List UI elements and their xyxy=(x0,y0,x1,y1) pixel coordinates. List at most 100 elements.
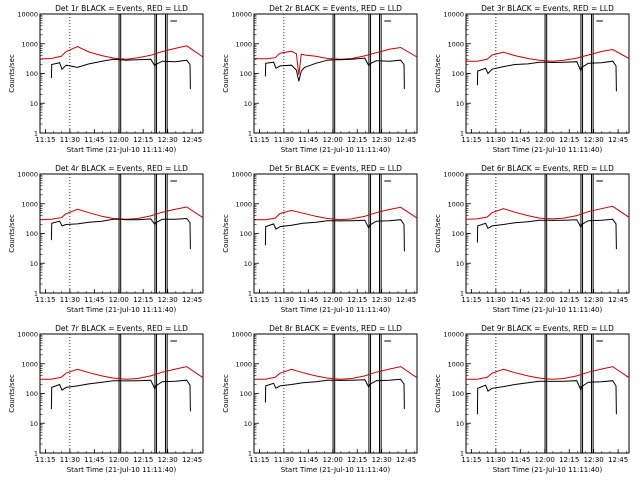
x-tick-label: 12:15 xyxy=(559,296,579,304)
x-tick-label: 12:30 xyxy=(584,136,604,144)
y-tick-label: 10000 xyxy=(17,331,38,339)
y-tick-label: 100 xyxy=(26,70,38,78)
panel-1: Det 1r BLACK = Events, RED = LLD 1 10 100 10… xyxy=(8,4,204,154)
x-tick-label: 11:15 xyxy=(35,456,55,464)
panel-title: Det 2r BLACK = Events, RED = LLD xyxy=(269,4,402,13)
y-tick-label: 100 xyxy=(452,390,464,398)
x-tick-label: 12:00 xyxy=(535,456,555,464)
y-tick-label: 1000 xyxy=(235,360,252,368)
y-axis-label: Counts/sec xyxy=(8,214,16,253)
x-tick-label: 12:45 xyxy=(396,456,416,464)
y-axis-label: Counts/sec xyxy=(222,54,230,93)
x-tick-label: 12:45 xyxy=(608,456,628,464)
x-axis-label: Start Time (21-Jul-10 11:11:40) xyxy=(493,146,603,154)
lld-series-line xyxy=(254,366,418,380)
x-tick-label: 11:45 xyxy=(510,136,530,144)
panel-title: Det 9r BLACK = Events, RED = LLD xyxy=(481,324,614,333)
panel-6: Det 6r BLACK = Events, RED = LLD 1 10 100 10… xyxy=(434,164,630,314)
x-tick-label: 12:15 xyxy=(347,456,367,464)
events-series-line xyxy=(476,60,617,92)
panel-4: Det 4r BLACK = Events, RED = LLD 1 10 100 10… xyxy=(8,164,204,314)
y-axis-label: Counts/sec xyxy=(8,54,16,93)
x-tick-label: 11:45 xyxy=(84,136,104,144)
x-tick-label: 11:15 xyxy=(461,296,481,304)
x-tick-label: 11:30 xyxy=(274,136,294,144)
y-tick-label: 1 xyxy=(248,290,252,298)
x-tick-label: 12:00 xyxy=(535,296,555,304)
x-axis-label: Start Time (21-Jul-10 11:11:40) xyxy=(493,466,603,474)
x-axis-label: Start Time (21-Jul-10 11:11:40) xyxy=(281,306,391,314)
panel-8: Det 8r BLACK = Events, RED = LLD 1 10 100 10… xyxy=(222,324,418,474)
x-tick-label: 12:15 xyxy=(347,296,367,304)
x-tick-label: 11:15 xyxy=(249,296,269,304)
y-axis-label: Counts/sec xyxy=(8,374,16,413)
y-tick-label: 10000 xyxy=(231,11,252,19)
y-tick-label: 10000 xyxy=(443,331,464,339)
lld-series-line xyxy=(466,48,630,62)
plot-frame xyxy=(39,333,204,454)
panel-9: Det 9r BLACK = Events, RED = LLD 1 10 100 10… xyxy=(434,324,630,474)
y-tick-label: 10 xyxy=(30,100,38,108)
lld-series-line xyxy=(40,366,204,380)
lld-series-line xyxy=(253,46,418,75)
y-tick-label: 1 xyxy=(248,450,252,458)
x-tick-label: 12:15 xyxy=(133,296,153,304)
x-tick-label: 12:45 xyxy=(608,296,628,304)
x-tick-label: 12:15 xyxy=(559,456,579,464)
x-tick-label: 11:15 xyxy=(249,136,269,144)
y-tick-label: 10 xyxy=(30,420,38,428)
y-tick-label: 1 xyxy=(34,450,38,458)
x-tick-label: 12:30 xyxy=(584,456,604,464)
events-series-line xyxy=(476,380,617,415)
events-series-line xyxy=(50,58,191,90)
y-tick-label: 10 xyxy=(244,420,252,428)
y-tick-label: 1000 xyxy=(447,40,464,48)
x-tick-label: 12:00 xyxy=(323,456,343,464)
y-tick-label: 1000 xyxy=(447,360,464,368)
panel-2: Det 2r BLACK = Events, RED = LLD 1 10 100 10… xyxy=(222,4,418,154)
plot-frame xyxy=(39,13,204,134)
plot-frame xyxy=(253,173,418,294)
y-tick-label: 100 xyxy=(240,70,252,78)
lld-series-line xyxy=(39,206,204,221)
panel-title: Det 8r BLACK = Events, RED = LLD xyxy=(269,324,402,333)
panel-7: Det 7r BLACK = Events, RED = LLD 1 10 100 10… xyxy=(8,324,204,474)
x-tick-label: 12:45 xyxy=(396,296,416,304)
panel-title: Det 3r BLACK = Events, RED = LLD xyxy=(481,4,614,13)
x-tick-label: 12:30 xyxy=(158,296,178,304)
lld-series-line xyxy=(254,206,418,221)
x-tick-label: 11:45 xyxy=(510,296,530,304)
plot-frame xyxy=(465,173,630,294)
panel-title: Det 4r BLACK = Events, RED = LLD xyxy=(55,164,188,173)
y-tick-label: 10000 xyxy=(17,171,38,179)
x-tick-label: 11:15 xyxy=(35,136,55,144)
x-axis-label: Start Time (21-Jul-10 11:11:40) xyxy=(493,306,603,314)
panel-title: Det 7r BLACK = Events, RED = LLD xyxy=(55,324,188,333)
x-tick-label: 11:45 xyxy=(298,456,318,464)
x-tick-label: 11:30 xyxy=(274,456,294,464)
y-axis-label: Counts/sec xyxy=(222,374,230,413)
x-tick-label: 12:00 xyxy=(109,136,129,144)
y-tick-label: 1000 xyxy=(21,40,38,48)
y-tick-label: 100 xyxy=(26,230,38,238)
x-tick-label: 12:30 xyxy=(158,456,178,464)
events-series-line xyxy=(50,379,191,412)
events-series-line xyxy=(264,57,405,90)
y-tick-label: 10000 xyxy=(443,171,464,179)
y-tick-label: 1000 xyxy=(235,40,252,48)
y-tick-label: 100 xyxy=(452,230,464,238)
x-axis-label: Start Time (21-Jul-10 11:11:40) xyxy=(281,466,391,474)
y-tick-label: 100 xyxy=(26,390,38,398)
y-tick-label: 10000 xyxy=(443,11,464,19)
x-tick-label: 12:45 xyxy=(396,136,416,144)
y-tick-label: 10000 xyxy=(17,11,38,19)
x-tick-label: 12:15 xyxy=(347,136,367,144)
y-tick-label: 100 xyxy=(240,230,252,238)
x-tick-label: 12:00 xyxy=(323,296,343,304)
x-tick-label: 12:00 xyxy=(109,296,129,304)
y-axis-label: Counts/sec xyxy=(434,54,442,93)
x-axis-label: Start Time (21-Jul-10 11:11:40) xyxy=(67,306,177,314)
x-tick-label: 12:45 xyxy=(182,136,202,144)
x-axis-label: Start Time (21-Jul-10 11:11:40) xyxy=(67,466,177,474)
